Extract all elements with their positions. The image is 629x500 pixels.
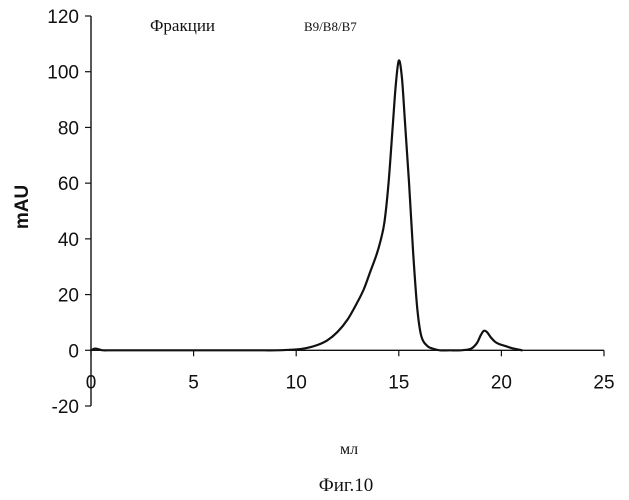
annotation-fraction-codes: B9/B8/B7 bbox=[304, 19, 357, 34]
figure-caption: Фиг.10 bbox=[319, 475, 374, 496]
x-tick-label: 0 bbox=[86, 372, 97, 393]
y-tick-label: 80 bbox=[58, 118, 79, 139]
y-tick-label: 100 bbox=[47, 63, 79, 84]
y-tick-label: 0 bbox=[68, 341, 79, 362]
axes bbox=[85, 15, 605, 407]
x-tick-label: 5 bbox=[188, 372, 199, 393]
y-tick-label: 40 bbox=[58, 230, 79, 251]
series-line-absorbance bbox=[89, 59, 524, 352]
x-tick-label: 20 bbox=[491, 372, 512, 393]
y-tick-label: 120 bbox=[47, 7, 79, 28]
x-tick-label: 25 bbox=[593, 372, 614, 393]
annotation-fractions: Фракции bbox=[150, 16, 215, 35]
y-tick-label: -20 bbox=[52, 397, 79, 418]
x-tick-label: 15 bbox=[388, 372, 409, 393]
y-tick-label: 60 bbox=[58, 174, 79, 195]
y-tick-label: 20 bbox=[58, 286, 79, 307]
x-axis-label: мл bbox=[340, 441, 358, 458]
x-tick-label: 10 bbox=[286, 372, 307, 393]
tick-labels: -20 0 20 40 60 80 100 120 0 5 10 15 20 25 bbox=[47, 7, 614, 418]
y-axis-label: mAU bbox=[12, 185, 33, 229]
